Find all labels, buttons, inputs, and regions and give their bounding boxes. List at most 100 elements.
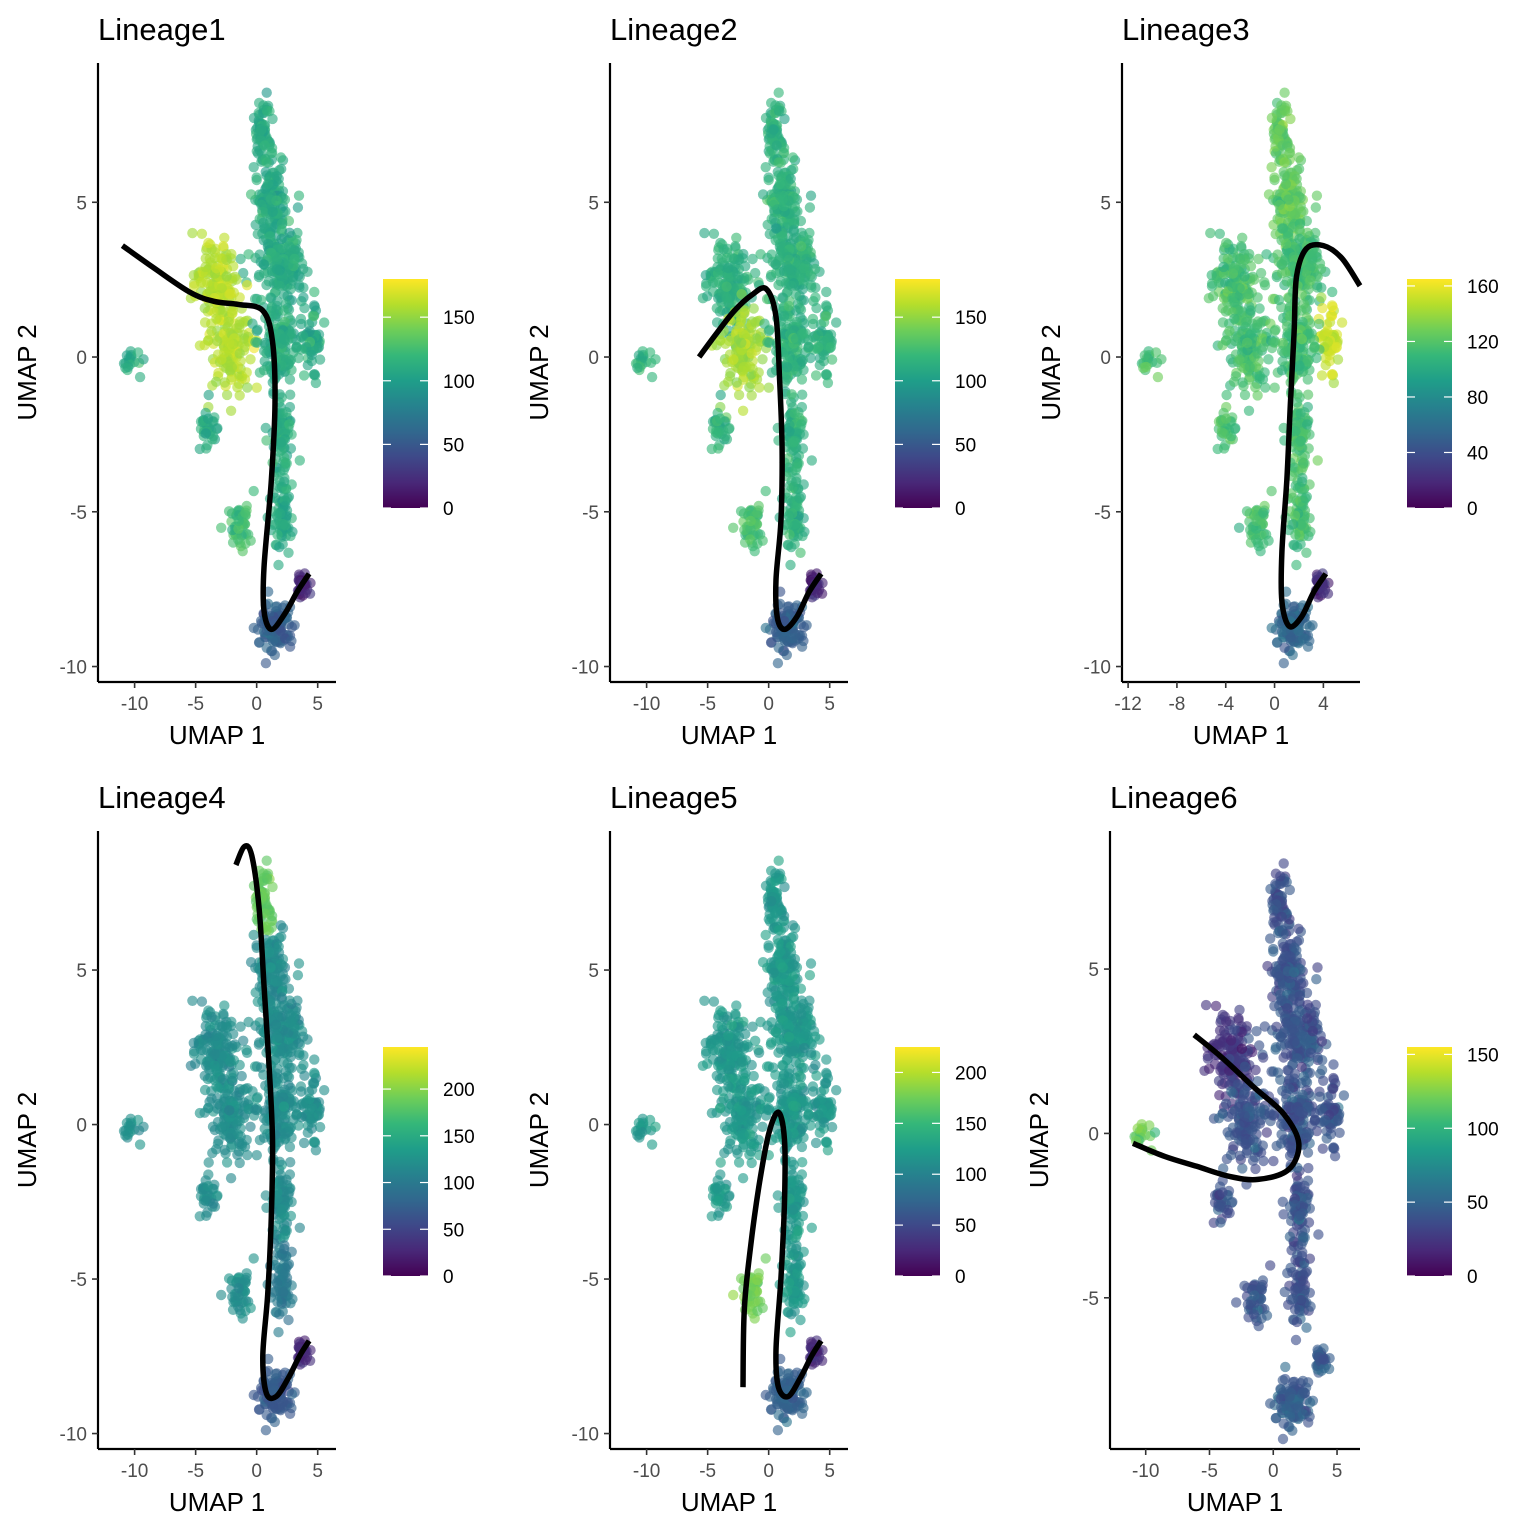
cell-point (1331, 341, 1343, 353)
cell-point (1312, 455, 1323, 466)
cell-point (784, 426, 795, 437)
cell-point (770, 259, 781, 270)
cell-point (723, 262, 734, 274)
cell-point (188, 270, 199, 281)
cell-point (811, 302, 822, 314)
cell-point (1317, 302, 1328, 314)
cell-point (219, 377, 230, 388)
cell-point (309, 1067, 320, 1079)
cell-point (1327, 286, 1338, 298)
cell-point (790, 289, 801, 300)
cell-point (783, 264, 795, 275)
cell-point (721, 281, 732, 292)
cell-point (132, 1114, 144, 1126)
cell-point (240, 507, 251, 518)
cell-point (224, 289, 235, 300)
cell-point (1302, 389, 1314, 400)
cell-point (757, 189, 769, 200)
cell-point (708, 228, 720, 239)
cell-point (768, 199, 779, 211)
cell-point (644, 347, 656, 358)
cell-point (274, 541, 285, 553)
x-axis-title: UMAP 1 (169, 720, 265, 750)
cell-point (261, 157, 272, 168)
cell-point (309, 369, 320, 380)
cell-point (821, 286, 832, 298)
cell-point (258, 223, 270, 234)
cell-point (203, 335, 214, 346)
cell-point (243, 249, 254, 260)
cell-point (209, 281, 220, 292)
cell-point (1266, 485, 1277, 497)
cell-point (283, 1314, 294, 1326)
cell-point (284, 401, 296, 413)
cell-point (775, 276, 786, 287)
cell-point (739, 305, 750, 316)
cell-point (1227, 292, 1238, 304)
cell-point (789, 408, 800, 419)
cell-point (293, 190, 305, 201)
cell-point (234, 1115, 245, 1127)
cell-point (221, 389, 233, 401)
cell-point (240, 1274, 251, 1286)
cell-point (285, 443, 297, 454)
cell-point (201, 1210, 212, 1222)
y-tick-label: 0 (76, 348, 87, 369)
panel-title: Lineage4 (98, 780, 226, 815)
cell-point (291, 341, 302, 353)
cell-point (245, 1121, 256, 1133)
cell-point (779, 636, 791, 647)
cell-point (1279, 642, 1290, 653)
cell-point (1214, 228, 1226, 239)
cell-point (238, 1084, 249, 1096)
cell-point (1291, 559, 1302, 571)
cell-point (248, 112, 260, 124)
cell-point (270, 1286, 281, 1297)
cell-point (216, 354, 227, 365)
y-axis-title: UMAP 2 (1036, 324, 1066, 420)
cell-point (242, 382, 253, 393)
x-tick-label: -8 (1168, 694, 1185, 715)
cell-point (1302, 641, 1314, 652)
cell-point (796, 227, 807, 238)
cell-point (1221, 389, 1232, 401)
cell-point (790, 476, 802, 487)
cell-point (258, 365, 270, 376)
cell-point (202, 1181, 214, 1192)
cell-point (218, 241, 229, 252)
cell-point (211, 376, 222, 387)
cell-point (314, 1121, 326, 1133)
cell-point (1259, 367, 1270, 378)
cell-point (1268, 337, 1279, 348)
cell-point (269, 649, 280, 661)
cell-point (120, 1130, 131, 1141)
cell-point (1277, 356, 1288, 367)
cell-point (775, 238, 786, 250)
y-tick-label: -5 (582, 503, 599, 524)
cell-point (798, 621, 810, 633)
cell-point (276, 437, 287, 448)
cell-point (248, 162, 259, 173)
cell-point (773, 87, 784, 98)
cell-point (730, 241, 741, 252)
cell-point (1240, 321, 1251, 333)
cell-point (1290, 529, 1301, 540)
cell-point (276, 1001, 287, 1012)
cell-point (201, 443, 212, 454)
cell-point (1326, 310, 1338, 322)
cell-point (224, 337, 235, 348)
cell-point (1239, 271, 1250, 282)
cell-point (1320, 360, 1331, 371)
cell-point (1310, 202, 1322, 213)
cell-point (1288, 519, 1299, 530)
cell-point (781, 374, 792, 385)
cell-point (753, 367, 764, 378)
cell-point (805, 190, 817, 201)
cell-point (223, 506, 235, 517)
cell-point (245, 189, 257, 200)
cell-point (292, 970, 304, 981)
cell-point (808, 318, 819, 330)
cell-point (273, 559, 284, 571)
cell-point (284, 1186, 295, 1198)
